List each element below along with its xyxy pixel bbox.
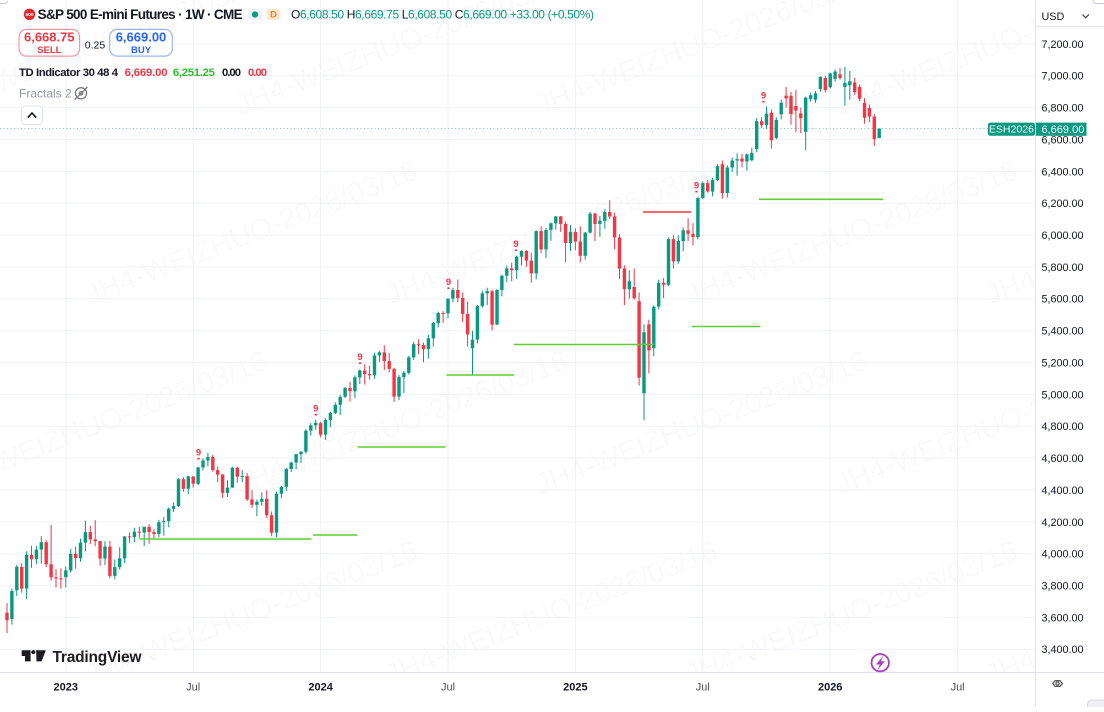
svg-text:SELL: SELL: [37, 45, 61, 56]
svg-text:6,400.00: 6,400.00: [1042, 166, 1084, 178]
svg-text:5,400.00: 5,400.00: [1042, 326, 1084, 338]
svg-text:5,800.00: 5,800.00: [1042, 262, 1084, 274]
svg-text:TradingView: TradingView: [53, 649, 143, 666]
svg-text:BUY: BUY: [131, 45, 152, 56]
svg-text:3,400.00: 3,400.00: [1042, 644, 1084, 656]
svg-text:9: 9: [357, 352, 362, 363]
svg-text:2026: 2026: [818, 682, 842, 694]
svg-text:USD: USD: [1042, 11, 1065, 23]
svg-text:Jul: Jul: [441, 682, 455, 694]
svg-text:7,200.00: 7,200.00: [1042, 39, 1084, 51]
svg-text:9: 9: [313, 404, 318, 415]
svg-text:6,800.00: 6,800.00: [1042, 103, 1084, 115]
svg-text:ESH2026: ESH2026: [989, 124, 1034, 136]
svg-text:0.00: 0.00: [248, 67, 267, 79]
svg-text:D: D: [270, 10, 277, 21]
svg-text:6,200.00: 6,200.00: [1042, 198, 1084, 210]
svg-text:2025: 2025: [563, 682, 587, 694]
svg-text:6,669.00: 6,669.00: [1042, 124, 1085, 136]
svg-text:5,600.00: 5,600.00: [1042, 294, 1084, 306]
svg-text:7,000.00: 7,000.00: [1042, 71, 1084, 83]
svg-text:9: 9: [446, 277, 451, 288]
svg-text:5,200.00: 5,200.00: [1042, 357, 1084, 369]
svg-text:3,800.00: 3,800.00: [1042, 581, 1084, 593]
svg-text:6,669.00: 6,669.00: [125, 67, 168, 79]
svg-text:9: 9: [513, 239, 518, 250]
svg-text:4,400.00: 4,400.00: [1042, 485, 1084, 497]
svg-text:5,000.00: 5,000.00: [1042, 389, 1084, 401]
svg-text:Jul: Jul: [951, 682, 965, 694]
svg-text:6,251.25: 6,251.25: [173, 67, 215, 79]
svg-text:6,000.00: 6,000.00: [1042, 230, 1084, 242]
svg-text:4,200.00: 4,200.00: [1042, 517, 1084, 529]
svg-text:Fractals 2: Fractals 2: [19, 87, 72, 101]
svg-text:4,600.00: 4,600.00: [1042, 453, 1084, 465]
svg-text:S&P 500 E-mini Futures · 1W ·: S&P 500 E-mini Futures · 1W · CME: [38, 7, 243, 22]
svg-text:500: 500: [25, 12, 33, 18]
svg-text:0.00: 0.00: [222, 67, 241, 79]
svg-text:Jul: Jul: [186, 682, 200, 694]
svg-text:0.25: 0.25: [85, 39, 106, 51]
svg-text:6,600.00: 6,600.00: [1042, 134, 1084, 146]
svg-text:9: 9: [694, 181, 699, 192]
svg-text:Jul: Jul: [696, 682, 710, 694]
svg-text:6,668.75: 6,668.75: [24, 30, 75, 45]
svg-text:9: 9: [761, 91, 766, 102]
svg-text:9: 9: [196, 448, 201, 459]
svg-text:6,669.00: 6,669.00: [116, 30, 167, 45]
svg-text:TD Indicator 30 48 4: TD Indicator 30 48 4: [19, 67, 119, 79]
svg-text:4,800.00: 4,800.00: [1042, 421, 1084, 433]
svg-text:4,000.00: 4,000.00: [1042, 549, 1084, 561]
svg-text:2023: 2023: [54, 682, 78, 694]
svg-text:2024: 2024: [308, 682, 333, 694]
svg-text:O6,608.50 H6,669.75 L6,608.50: O6,608.50 H6,669.75 L6,608.50 C6,669.00 …: [291, 8, 594, 22]
svg-text:3,600.00: 3,600.00: [1042, 612, 1084, 624]
